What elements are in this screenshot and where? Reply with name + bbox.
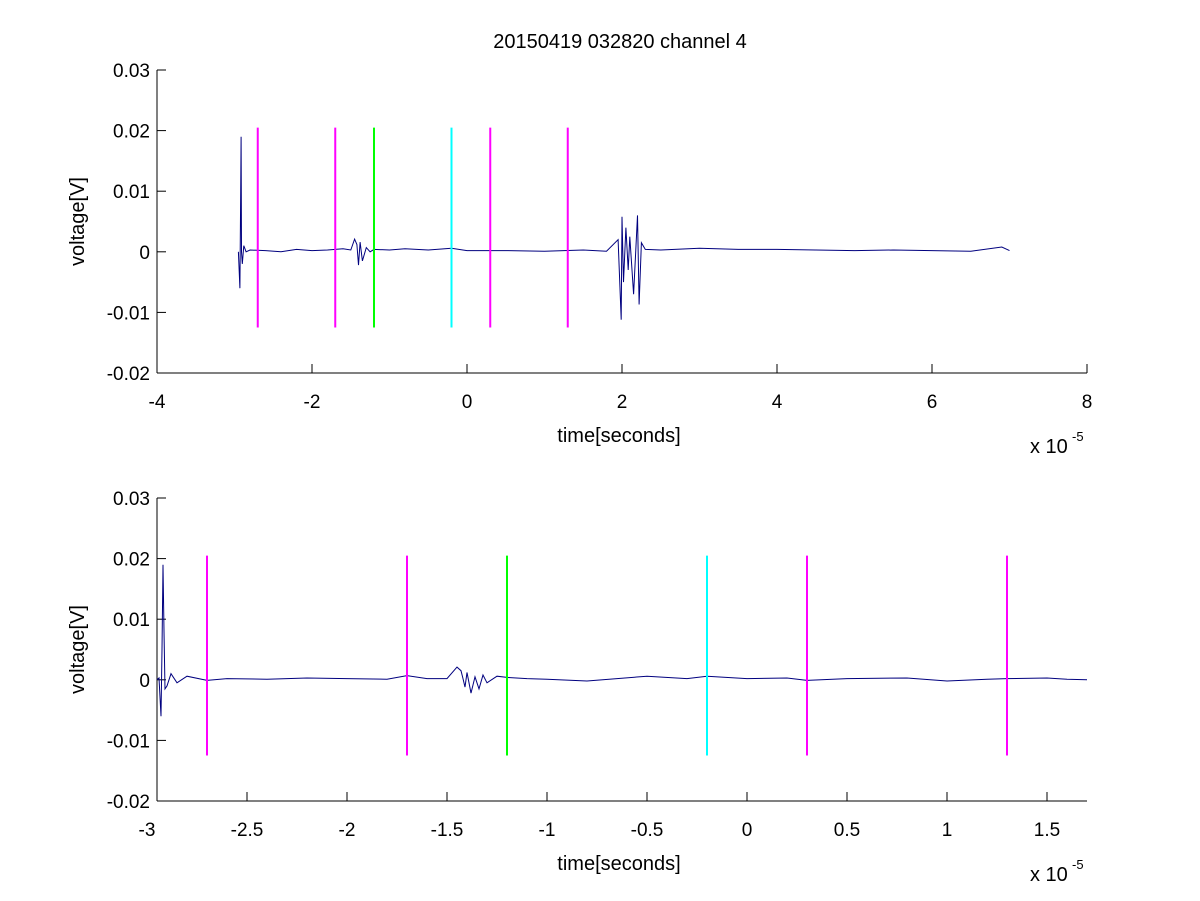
y-tick-label: 0.01 — [113, 182, 150, 203]
y-tick-label: 0.02 — [113, 122, 150, 143]
x-exponent-power: -5 — [1072, 429, 1084, 444]
x-tick-label: -1.5 — [431, 820, 464, 841]
x-tick-label: -4 — [149, 392, 166, 413]
x-exponent-base: x 10 — [1030, 864, 1068, 886]
x-tick-label: 2 — [617, 392, 628, 413]
x-tick-label: -2 — [304, 392, 321, 413]
x-tick-label: 0.5 — [834, 820, 860, 841]
x-tick-label: 0 — [462, 392, 473, 413]
y-axis-label: voltage[V] — [67, 177, 89, 266]
x-exponent-power: -5 — [1072, 857, 1084, 872]
x-axis-label: time[seconds] — [557, 425, 680, 447]
x-tick-label: 4 — [772, 392, 783, 413]
y-tick-label: 0.03 — [113, 489, 150, 510]
x-tick-label: 6 — [927, 392, 938, 413]
x-tick-label: 1 — [942, 820, 953, 841]
y-tick-label: -0.02 — [107, 364, 150, 385]
x-tick-label: -3 — [139, 820, 156, 841]
top-subplot: -0.02 -0.01 0 0.01 0.02 0.03 -4 -2 0 2 4 6 8 time[sec… — [67, 61, 1092, 458]
x-tick-label: -2.5 — [231, 820, 264, 841]
y-tick-label: -0.01 — [107, 731, 150, 752]
figure-title: 20150419 032820 channel 4 — [493, 31, 747, 53]
x-exponent-base: x 10 — [1030, 436, 1068, 458]
y-axis-label: voltage[V] — [67, 605, 89, 694]
y-tick-label: 0.03 — [113, 61, 150, 82]
signal-line — [156, 564, 1088, 717]
y-tick-label: 0.02 — [113, 550, 150, 571]
x-tick-label: -2 — [339, 820, 356, 841]
x-tick-label: -0.5 — [631, 820, 664, 841]
y-tick-label: -0.02 — [107, 792, 150, 813]
y-tick-label: 0 — [139, 243, 150, 264]
x-tick-label: 1.5 — [1034, 820, 1060, 841]
x-tick-label: 0 — [742, 820, 753, 841]
y-tick-label: 0.01 — [113, 610, 150, 631]
y-tick-label: -0.01 — [107, 303, 150, 324]
bottom-subplot: -0.02 -0.01 0 0.01 0.02 0.03 -3 -2.5 -2 -1.5 -1 -0.… — [67, 489, 1088, 886]
x-tick-label: -1 — [539, 820, 556, 841]
x-tick-label: 8 — [1082, 392, 1093, 413]
y-tick-label: 0 — [139, 671, 150, 692]
signal-line — [237, 136, 1010, 320]
x-axis-label: time[seconds] — [557, 853, 680, 875]
